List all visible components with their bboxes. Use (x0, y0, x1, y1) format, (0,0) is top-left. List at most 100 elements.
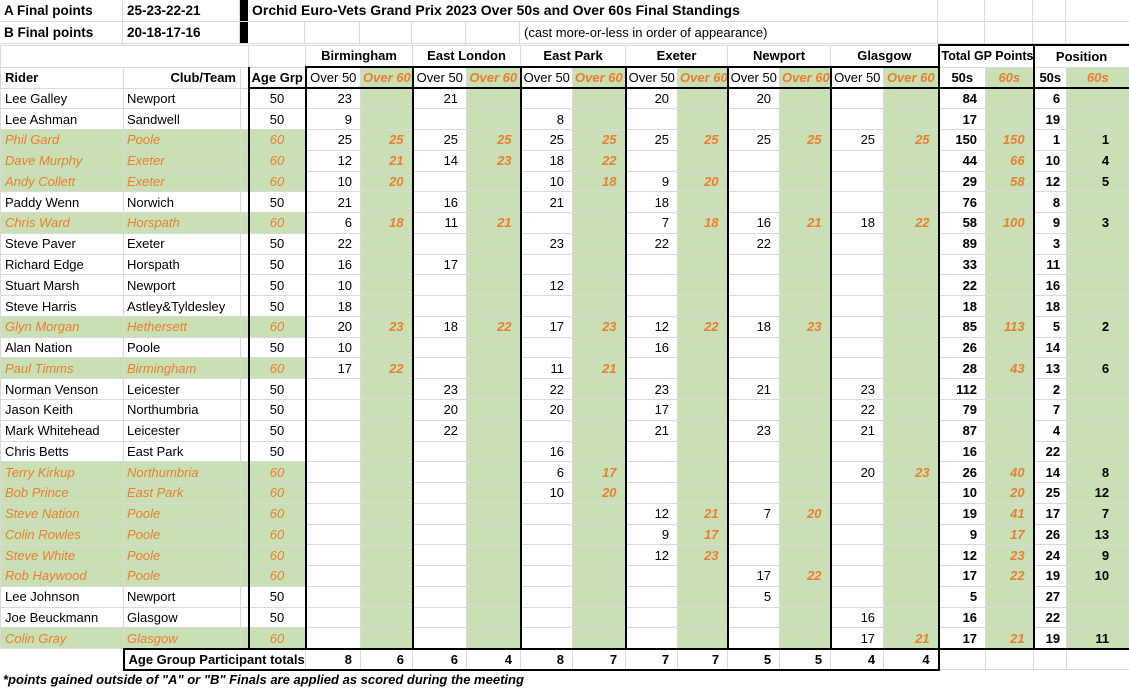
cell-points[interactable] (883, 87, 940, 110)
cell-points[interactable] (305, 606, 362, 629)
cell-club[interactable]: Birmingham (123, 357, 241, 380)
cell-points[interactable] (624, 274, 679, 297)
cell-points[interactable] (829, 295, 885, 317)
cell-spacer[interactable] (239, 295, 250, 317)
cell-points[interactable] (360, 523, 414, 546)
cell-points[interactable] (572, 108, 627, 131)
cell-points[interactable] (829, 336, 885, 359)
cell-age-group[interactable]: 60 (247, 482, 307, 504)
cell-total-60s[interactable]: 66 (985, 149, 1035, 172)
cell-points[interactable] (883, 315, 940, 338)
cell-position-50s[interactable]: 5 (1032, 315, 1068, 338)
cell-position-60s[interactable] (1066, 295, 1129, 317)
cell-points[interactable] (779, 482, 832, 504)
cell-points[interactable] (829, 440, 885, 463)
cell-spacer[interactable] (239, 87, 250, 110)
cell-position-60s[interactable]: 7 (1066, 502, 1129, 525)
cell-rider-name[interactable]: Paddy Wenn (0, 191, 124, 214)
venue-header-newport[interactable]: Newport (727, 44, 832, 68)
glasgow-over50-header[interactable]: Over 50 (829, 66, 885, 89)
cell-points[interactable]: 20 (360, 170, 414, 193)
cell-total-60s[interactable]: 41 (985, 502, 1035, 525)
cell-total-50s[interactable]: 29 (937, 170, 987, 193)
cell-spacer[interactable] (239, 502, 250, 525)
cell-age-group[interactable]: 50 (247, 108, 307, 131)
cell-points[interactable] (624, 253, 679, 276)
position-50s-header[interactable]: 50s (1033, 66, 1068, 89)
cell-points[interactable]: 23 (466, 149, 522, 172)
cell-position-60s[interactable]: 3 (1066, 212, 1129, 234)
cell-points[interactable]: 6 (519, 461, 574, 484)
cell-age-group[interactable]: 50 (247, 191, 307, 214)
cell-points[interactable]: 20 (572, 482, 627, 504)
cell-points[interactable]: 25 (360, 129, 414, 151)
cell-points[interactable] (726, 295, 781, 317)
cell-points[interactable] (411, 108, 468, 131)
cell-points[interactable] (624, 108, 679, 131)
cell-points[interactable] (360, 87, 414, 110)
cell-position-60s[interactable]: 8 (1066, 461, 1129, 484)
cell-position-60s[interactable]: 13 (1066, 523, 1129, 546)
cell-points[interactable]: 18 (624, 191, 679, 214)
cell-age-group[interactable]: 50 (247, 253, 307, 276)
cell-points[interactable]: 25 (829, 129, 885, 151)
cell-points[interactable]: 23 (726, 419, 781, 442)
age-grp-column-header[interactable]: Age Grp (247, 66, 307, 89)
cell-points[interactable]: 10 (305, 274, 362, 297)
cell-points[interactable] (305, 419, 362, 442)
cell-points[interactable]: 10 (519, 170, 574, 193)
cell-points[interactable] (829, 565, 885, 587)
cell-participant-total[interactable]: 6 (412, 647, 468, 671)
venue-header-east-park[interactable]: East Park (520, 44, 627, 68)
cell-points[interactable] (360, 295, 414, 317)
cell-position-50s[interactable]: 25 (1032, 482, 1068, 504)
cell-points[interactable]: 20 (726, 87, 781, 110)
cell-total-50s[interactable]: 22 (937, 274, 987, 297)
cell-points[interactable] (779, 523, 832, 546)
cell-points[interactable]: 23 (360, 315, 414, 338)
cell-points[interactable] (466, 544, 522, 567)
cell-points[interactable] (466, 627, 522, 650)
cell-age-group[interactable]: 60 (247, 523, 307, 546)
cell-points[interactable] (726, 274, 781, 297)
cell-points[interactable] (779, 606, 832, 629)
cell-points[interactable] (829, 315, 885, 338)
cell-points[interactable]: 10 (305, 170, 362, 193)
cell-points[interactable] (829, 274, 885, 297)
east-london-over60-header[interactable]: Over 60 (466, 66, 522, 89)
cell-spacer[interactable] (239, 170, 250, 193)
cell-total-50s[interactable]: 87 (937, 419, 987, 442)
cell-position-50s[interactable]: 14 (1032, 336, 1068, 359)
cell-spacer[interactable] (239, 565, 250, 587)
cell-position-50s[interactable]: 1 (1032, 129, 1068, 151)
cell-points[interactable] (726, 336, 781, 359)
cell-points[interactable]: 9 (624, 170, 679, 193)
cell-points[interactable]: 5 (726, 585, 781, 608)
exeter-over50-header[interactable]: Over 50 (624, 66, 679, 89)
cell-spacer[interactable] (239, 191, 250, 214)
cell-spacer[interactable] (239, 523, 250, 546)
newport-over50-header[interactable]: Over 50 (726, 66, 781, 89)
cell-position-60s[interactable]: 10 (1066, 565, 1129, 587)
cell-points[interactable] (411, 502, 468, 525)
cell-points[interactable] (572, 212, 627, 234)
cell-points[interactable]: 12 (624, 315, 679, 338)
cell-points[interactable] (572, 627, 627, 650)
cell-rider-name[interactable]: Steve White (0, 544, 124, 567)
cell-points[interactable] (883, 295, 940, 317)
cell-points[interactable]: 17 (411, 253, 468, 276)
cell-position-50s[interactable]: 17 (1032, 502, 1068, 525)
cell-points[interactable] (779, 87, 832, 110)
cell-age-group[interactable]: 50 (247, 274, 307, 297)
empty-cell[interactable] (1033, 0, 1066, 21)
cell-points[interactable] (829, 232, 885, 255)
cell-points[interactable]: 18 (829, 212, 885, 234)
cell-points[interactable] (360, 482, 414, 504)
glasgow-over60-header[interactable]: Over 60 (883, 66, 940, 89)
birmingham-over50-header[interactable]: Over 50 (304, 66, 362, 89)
cell-age-group[interactable]: 60 (247, 565, 307, 587)
cell-points[interactable]: 22 (360, 357, 414, 380)
cell-total-50s[interactable]: 85 (937, 315, 987, 338)
cell-position-50s[interactable]: 6 (1032, 87, 1068, 110)
cell-points[interactable] (883, 606, 940, 629)
